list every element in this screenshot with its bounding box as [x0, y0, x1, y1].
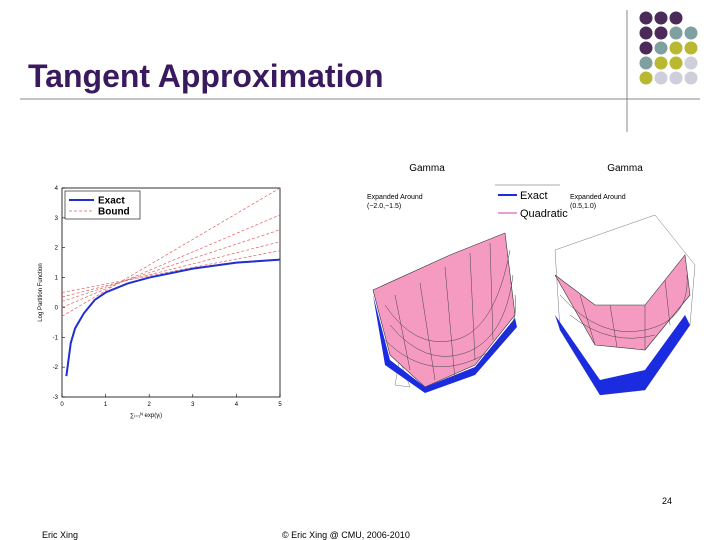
x-axis-label: ∑ᵢ₌₁ᴺ exp(γᵢ)	[130, 412, 162, 419]
surface-figure: Gamma Gamma Exact Quadratic Expanded Aro…	[367, 163, 696, 396]
y-tick-label: 0	[55, 305, 59, 311]
line-series	[61, 187, 281, 317]
dot	[639, 56, 653, 70]
slide-title: Tangent Approximation	[28, 58, 384, 94]
dot	[669, 56, 683, 70]
legend-label: Quadratic	[520, 208, 568, 220]
dot	[684, 26, 698, 40]
dot	[654, 26, 668, 40]
dot	[654, 41, 668, 55]
dot	[639, 71, 653, 85]
x-tick-label: 2	[148, 402, 152, 408]
dot	[669, 41, 683, 55]
legend-label: Bound	[98, 207, 130, 218]
dot	[669, 26, 683, 40]
dot	[684, 41, 698, 55]
page-number: 24	[662, 496, 673, 506]
x-tick-label: 5	[278, 402, 282, 408]
y-axis-label: Log Partition Function	[38, 263, 44, 321]
y-tick-label: -1	[53, 335, 59, 341]
y-tick-label: 4	[55, 186, 59, 192]
surface-title: Gamma	[607, 163, 643, 174]
y-tick-label: 2	[55, 246, 59, 252]
line-series	[61, 214, 281, 308]
plot-frame	[61, 187, 281, 398]
dot	[669, 11, 683, 25]
legend-box	[64, 190, 141, 220]
dot	[639, 11, 653, 25]
chart: 0 1 2 3 4 5 -3 -2 -1 0 1 2 3 4 ∑ᵢ₌₁ᴺ exp(γᵢ) Log Partit…	[38, 186, 282, 419]
footer-author: Eric Xing	[42, 530, 79, 540]
legend-label: Exact	[98, 196, 125, 207]
line-series	[65, 258, 281, 377]
annotation: Expanded Around (−2.0,−1.5)	[367, 194, 423, 210]
x-tick-label: 4	[235, 402, 239, 408]
y-tick-label: -3	[53, 395, 59, 401]
surface-title: Gamma	[409, 163, 445, 174]
line-series	[61, 229, 281, 302]
x-tick-label: 0	[60, 402, 64, 408]
dot	[684, 71, 698, 85]
y-tick-label: 1	[55, 276, 59, 282]
dot	[639, 26, 653, 40]
line-series	[61, 250, 281, 293]
x-tick-label: 3	[191, 402, 195, 408]
dot	[639, 41, 653, 55]
y-tick-label: 3	[55, 216, 59, 222]
dot	[684, 56, 698, 70]
legend-label: Exact	[520, 190, 548, 202]
x-tick-label: 1	[104, 402, 108, 408]
dot	[654, 11, 668, 25]
dot	[654, 71, 668, 85]
annotation: Expanded Around (0.5,1.0)	[570, 194, 626, 210]
dot	[669, 71, 683, 85]
y-tick-label: -2	[53, 365, 59, 371]
footer-copyright: © Eric Xing @ CMU, 2006-2010	[282, 530, 410, 540]
line-series	[61, 241, 281, 298]
dot	[654, 56, 668, 70]
